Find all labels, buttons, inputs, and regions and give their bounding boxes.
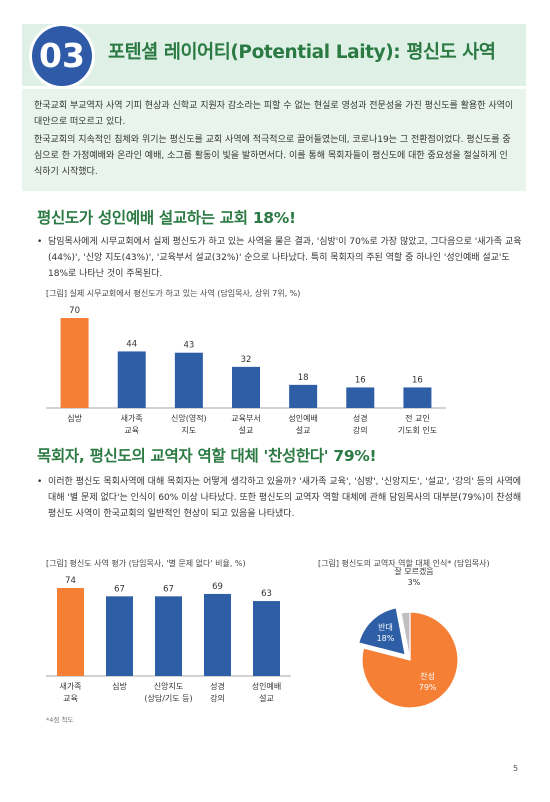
bar (232, 366, 260, 408)
category-label: 성경 (210, 681, 225, 691)
bar-value-label: 67 (163, 584, 174, 594)
bar-value-label: 44 (126, 339, 137, 349)
category-label: (상담/기도 등) (144, 693, 192, 703)
bar-value-label: 16 (412, 375, 423, 385)
category-label: 강의 (210, 693, 225, 703)
section1-bullet-text: 담임목사에게 시무교회에서 실제 평신도가 하고 있는 사역을 물은 결과, '… (48, 237, 522, 279)
category-label: 기도회 인도 (398, 425, 437, 435)
bar (253, 601, 280, 676)
chart1-caption: [그림] 실제 시무교회에서 평신도가 하고 있는 사역 (담임목사, 상위 7… (46, 289, 301, 298)
bar-value-label: 63 (261, 589, 272, 599)
pie-slice-label: 잘 모르겠음 (394, 566, 433, 576)
bar (204, 593, 231, 676)
category-label: 신앙(영적) (171, 413, 207, 423)
pie-slice (357, 607, 406, 656)
bullet-dot: • (37, 237, 43, 247)
pie-slice-label: 찬성 (420, 671, 435, 681)
bar-value-label: 69 (212, 582, 223, 592)
chart2-caption: [그림] 평신도 사역 평가 (담임목사, '별 문제 없다' 비율, %) (46, 559, 246, 568)
section1-title: 평신도가 성인예배 설교하는 교회 18%! (37, 209, 296, 227)
pie-slice-label: 반대 (378, 623, 393, 632)
section1-bullet: • 담임목사에게 시무교회에서 실제 평신도가 하고 있는 사역을 물은 결과,… (37, 234, 522, 282)
chart2-footnote: *4점 척도 (46, 716, 74, 724)
chart3-caption: [그림] 평신도의 교역자 역할 대체 인식* (담임목사) (318, 559, 490, 568)
category-label: 새가족 (121, 414, 143, 423)
bar-value-label: 32 (241, 355, 252, 365)
category-label: 설교 (239, 425, 254, 435)
bar (403, 387, 432, 408)
section2-bullet-text: 이러한 평신도 목회사역에 대해 목회자는 어떻게 생각하고 있을까? '새가족… (48, 477, 522, 519)
category-label: 교육 (63, 694, 78, 703)
chart3-pie-chart: 찬성 79% 반대 18% 잘 모르겠음 3% (357, 566, 459, 709)
category-label: 신앙지도 (154, 681, 183, 691)
bullet-dot: • (37, 477, 43, 487)
category-label: 지도 (181, 426, 196, 435)
bar-value-label: 43 (183, 341, 194, 351)
intro-paragraph-2: 한국교회의 지속적인 침체와 위기는 평신도를 교회 사역에 적극적으로 끌어들… (34, 135, 511, 177)
bar-value-label: 70 (69, 306, 80, 316)
intro-paragraph-1: 한국교회 부교역자 사역 기피 현상과 신학교 지원자 감소라는 피할 수 없는… (34, 101, 514, 127)
section2-title: 목회자, 평신도의 교역자 역할 대체 '찬성한다' 79%! (37, 447, 377, 465)
pie-slice-value: 3% (408, 578, 421, 587)
intro-box: 한국교회 부교역자 사역 기피 현상과 신학교 지원자 감소라는 피할 수 없는… (22, 89, 526, 191)
bar-value-label: 67 (114, 584, 125, 594)
category-label: 성인예배 (252, 681, 281, 691)
bar-value-label: 74 (65, 576, 76, 586)
bar (289, 384, 318, 408)
header-band (22, 24, 526, 86)
bar (346, 387, 375, 408)
category-label: 설교 (259, 693, 274, 703)
page-number: 5 (513, 764, 519, 773)
category-label: 성인예배 (288, 413, 317, 423)
bar (117, 351, 146, 408)
bar (106, 596, 133, 676)
pie-slice-value: 79% (419, 683, 437, 692)
pie-slice-value: 18% (377, 634, 395, 643)
bar (155, 596, 182, 676)
section-number-badge: 03 (32, 26, 92, 86)
bar-value-label: 16 (355, 375, 366, 385)
category-label: 성경 (353, 413, 368, 423)
bar (174, 352, 203, 408)
category-label: 교육부서 (231, 414, 260, 423)
bar (57, 588, 84, 676)
category-label: 심방 (67, 413, 82, 423)
pie-slice (361, 611, 459, 709)
bar-value-label: 18 (298, 373, 309, 383)
section2-bullet: • 이러한 평신도 목회사역에 대해 목회자는 어떻게 생각하고 있을까? '새… (37, 474, 522, 522)
bar (60, 318, 89, 408)
category-label: 전 교인 (405, 413, 430, 423)
page-title: 포텐셜 레이어티(Potential Laity): 평신도 사역 (108, 42, 496, 63)
category-label: 강의 (353, 425, 368, 435)
category-label: 심방 (112, 681, 127, 691)
pie-slice (400, 611, 411, 661)
category-label: 설교 (296, 425, 311, 435)
category-label: 교육 (124, 426, 139, 435)
category-label: 새가족 (59, 682, 81, 691)
